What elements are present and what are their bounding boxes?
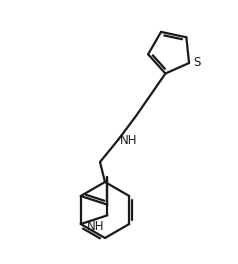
Text: NH: NH xyxy=(87,220,104,233)
Text: S: S xyxy=(193,56,200,69)
Text: NH: NH xyxy=(120,134,138,147)
